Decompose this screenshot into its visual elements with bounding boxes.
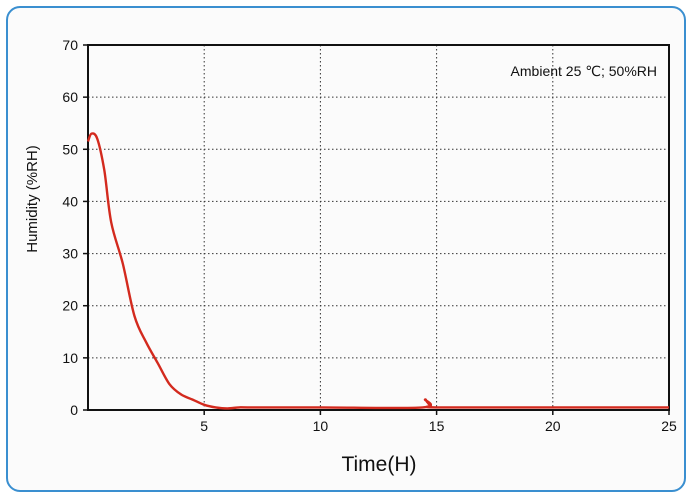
y-tick-label-10: 10 xyxy=(62,350,78,366)
y-tick-label-30: 30 xyxy=(62,246,78,262)
ambient-annotation: Ambient 25 ℃; 50%RH xyxy=(511,63,657,79)
y-tick-label-20: 20 xyxy=(62,298,78,314)
x-tick-label-20: 20 xyxy=(545,418,561,434)
x-tick-label-5: 5 xyxy=(200,418,208,434)
grid-lines xyxy=(88,45,669,410)
y-tick-label-50: 50 xyxy=(62,141,78,157)
plot-area xyxy=(87,44,670,411)
y-tick-label-70: 70 xyxy=(62,37,78,53)
y-tick-label-0: 0 xyxy=(70,402,78,418)
x-axis-label: Time(H) xyxy=(341,453,416,476)
x-tick-label-10: 10 xyxy=(313,418,329,434)
x-tick-label-25: 25 xyxy=(661,418,677,434)
y-tick-label-40: 40 xyxy=(62,193,78,209)
humidity-series-line xyxy=(86,132,669,410)
x-axis-ticks: 5 10 15 20 25 xyxy=(200,410,677,434)
x-tick-label-15: 15 xyxy=(429,418,445,434)
y-axis-ticks: 0 10 20 30 40 50 60 70 xyxy=(62,37,88,418)
y-tick-label-60: 60 xyxy=(62,89,78,105)
y-axis-label: Humidity (%RH) xyxy=(24,145,41,253)
